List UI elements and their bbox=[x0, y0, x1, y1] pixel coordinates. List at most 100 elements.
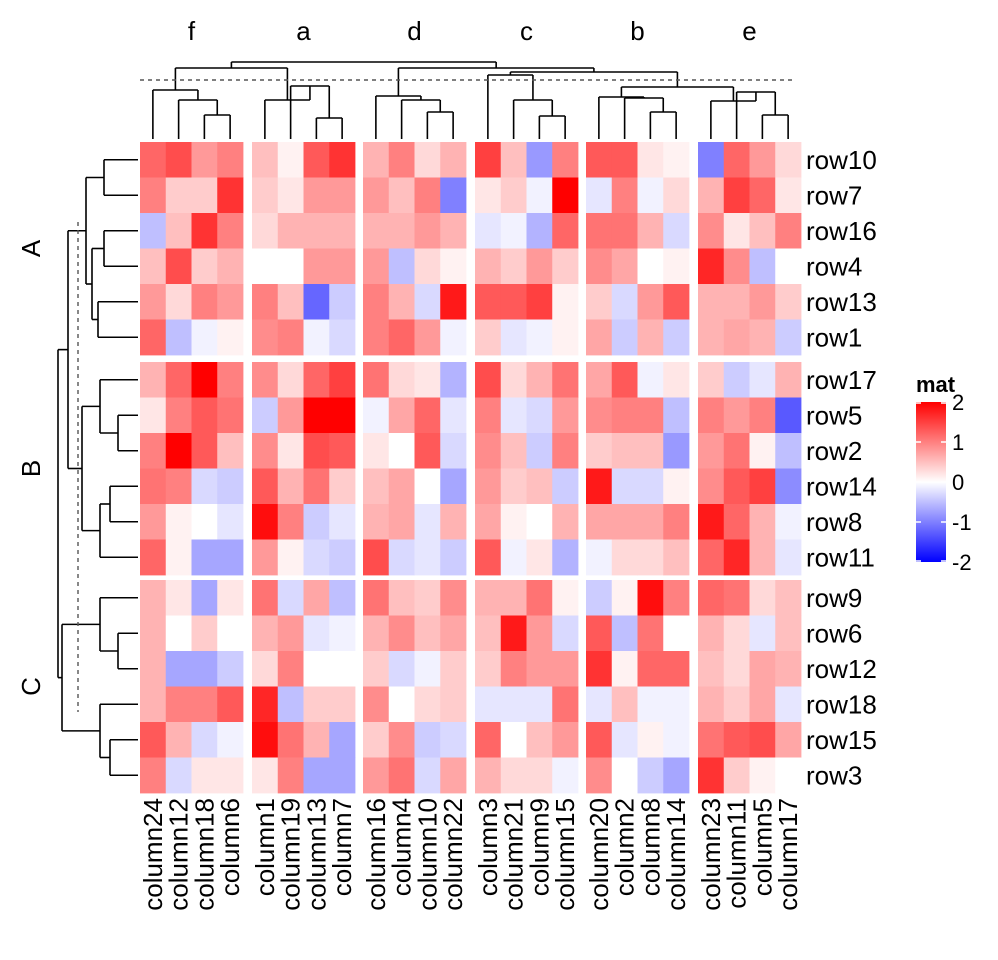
heatmap-cell bbox=[140, 722, 167, 758]
heatmap-cell bbox=[586, 284, 613, 320]
heatmap-cell bbox=[277, 468, 304, 505]
column-label: column17 bbox=[773, 798, 803, 911]
heatmap-cell bbox=[277, 722, 304, 758]
column-dendrogram bbox=[140, 61, 796, 139]
heatmap-cell bbox=[552, 362, 579, 398]
heatmap-cell bbox=[277, 397, 304, 434]
heatmap-cell bbox=[363, 142, 390, 178]
heatmap-cell bbox=[140, 319, 167, 356]
heatmap-cell bbox=[552, 397, 579, 434]
heatmap-cell bbox=[252, 651, 279, 687]
heatmap-cell bbox=[140, 142, 167, 178]
heatmap-cell bbox=[165, 615, 192, 652]
row-dendrogram bbox=[57, 158, 138, 777]
heatmap-cell bbox=[329, 284, 356, 320]
heatmap-cell bbox=[475, 177, 502, 214]
heatmap-cell bbox=[663, 319, 690, 356]
heatmap-cell bbox=[329, 397, 356, 434]
heatmap-cell bbox=[552, 504, 579, 540]
heatmap-cell bbox=[552, 615, 579, 652]
heatmap-cell bbox=[440, 686, 467, 723]
heatmap-cell bbox=[165, 722, 192, 758]
column-slice-title: d bbox=[407, 16, 421, 46]
heatmap-cell bbox=[140, 615, 167, 652]
heatmap-cell bbox=[303, 651, 330, 687]
heatmap-cell bbox=[165, 686, 192, 723]
heatmap-cell bbox=[698, 397, 725, 434]
heatmap-cell bbox=[775, 397, 802, 434]
column-slice-title: f bbox=[188, 16, 196, 46]
heatmap-cell bbox=[414, 362, 441, 398]
heatmap-cell bbox=[698, 651, 725, 687]
heatmap-cell bbox=[723, 651, 750, 687]
heatmap-cell bbox=[217, 468, 244, 505]
heatmap-cell bbox=[414, 580, 441, 616]
heatmap-cell bbox=[526, 504, 553, 540]
heatmap-cell bbox=[191, 757, 218, 794]
heatmap-cell bbox=[526, 580, 553, 616]
heatmap-cell bbox=[303, 284, 330, 320]
heatmap-cell bbox=[552, 722, 579, 758]
heatmap-cell bbox=[775, 433, 802, 469]
heatmap-cell bbox=[637, 248, 664, 285]
legend-tick-label: -1 bbox=[952, 510, 972, 535]
heatmap-cell bbox=[303, 213, 330, 249]
heatmap-cell bbox=[388, 142, 415, 178]
heatmap-cell bbox=[526, 615, 553, 652]
heatmap-cell bbox=[388, 319, 415, 356]
heatmap-cell bbox=[191, 284, 218, 320]
row-label: row18 bbox=[806, 689, 877, 719]
heatmap-cell bbox=[140, 433, 167, 469]
column-label: column3 bbox=[473, 798, 503, 896]
heatmap-cell bbox=[303, 177, 330, 214]
heatmap-cell bbox=[252, 468, 279, 505]
row-label: row17 bbox=[806, 365, 877, 395]
heatmap-cell bbox=[363, 651, 390, 687]
heatmap-cell bbox=[440, 757, 467, 794]
heatmap-cell bbox=[586, 142, 613, 178]
heatmap-cell bbox=[586, 651, 613, 687]
heatmap-cell bbox=[698, 284, 725, 320]
heatmap-cell bbox=[552, 686, 579, 723]
heatmap-cell bbox=[775, 722, 802, 758]
heatmap-cell bbox=[363, 433, 390, 469]
column-label: column13 bbox=[301, 798, 331, 911]
heatmap-cell bbox=[698, 433, 725, 469]
heatmap-cell bbox=[552, 757, 579, 794]
heatmap-cell bbox=[277, 142, 304, 178]
heatmap-cell bbox=[140, 177, 167, 214]
heatmap-cell bbox=[749, 615, 776, 652]
heatmap-cell bbox=[637, 651, 664, 687]
heatmap-cell bbox=[526, 539, 553, 576]
heatmap-cell bbox=[329, 757, 356, 794]
heatmap-cell bbox=[165, 284, 192, 320]
heatmap-cell bbox=[414, 686, 441, 723]
heatmap-cell bbox=[637, 722, 664, 758]
heatmap-cell bbox=[749, 213, 776, 249]
heatmap-cell bbox=[586, 177, 613, 214]
heatmap-cell bbox=[140, 468, 167, 505]
heatmap-cell bbox=[775, 539, 802, 576]
heatmap-cell bbox=[698, 319, 725, 356]
heatmap-cell bbox=[637, 757, 664, 794]
heatmap-cell bbox=[329, 504, 356, 540]
heatmap-cell bbox=[723, 757, 750, 794]
heatmap-cell bbox=[277, 177, 304, 214]
column-slice-title: a bbox=[296, 16, 311, 46]
legend-tick-label: -2 bbox=[952, 550, 972, 575]
heatmap-cell bbox=[217, 504, 244, 540]
heatmap-cell bbox=[723, 433, 750, 469]
heatmap-cell bbox=[611, 468, 638, 505]
heatmap-cell bbox=[586, 362, 613, 398]
heatmap-cell bbox=[440, 213, 467, 249]
heatmap-cell bbox=[414, 142, 441, 178]
column-slice-title: e bbox=[742, 16, 756, 46]
heatmap-cell bbox=[191, 468, 218, 505]
heatmap-cell bbox=[775, 651, 802, 687]
heatmap-cell bbox=[475, 433, 502, 469]
heatmap-cell bbox=[637, 686, 664, 723]
heatmap-cell bbox=[363, 177, 390, 214]
color-legend: mat 2 1 0 -1 -2 bbox=[916, 372, 972, 575]
heatmap-cell bbox=[363, 615, 390, 652]
